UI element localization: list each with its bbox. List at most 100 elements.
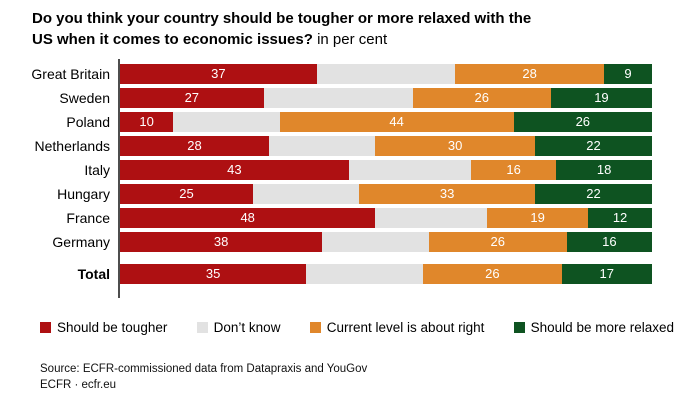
bar-segment [268,136,376,156]
chart-title-question-line2: US when it comes to economic issues? [32,31,313,48]
bar-segment: 16 [566,232,652,252]
chart-title-unit: in per cent [317,31,388,48]
chart-footer: Source: ECFR-commissioned data from Data… [40,361,367,393]
category-label: Sweden [59,90,110,106]
bar-track: 28 30 22 [120,136,652,156]
category-label: Italy [84,162,110,178]
bar-value-label: 19 [530,210,545,225]
bar-segment [322,232,429,252]
chart-row: Poland 10 44 26 [0,112,682,132]
bar-value-label: 28 [522,66,537,81]
bar-segment: 30 [375,136,535,156]
bar-value-label: 35 [205,266,221,281]
bar-segment: 38 [120,232,323,252]
bar-value-label: 16 [506,162,521,177]
bar-segment: 37 [120,64,317,84]
bar-value-label: 33 [439,186,455,201]
chart-title: Do you think your country should be toug… [32,8,662,50]
bar-segment: 26 [513,112,652,132]
bar-segment: 26 [412,88,551,108]
category-label: Netherlands [34,138,111,154]
bar-track: 35 26 17 [120,264,652,284]
bar-value-label: 26 [490,234,505,249]
legend-item: Should be more relaxed [513,320,674,335]
legend-item: Current level is about right [309,320,485,335]
bar-segment: 22 [534,136,652,156]
category-label: Great Britain [31,66,110,82]
bar-segment: 28 [120,136,269,156]
bar-track: 38 26 16 [120,232,652,252]
bar-track: 37 28 9 [120,64,652,84]
bar-value-label: 26 [474,90,489,105]
bar-value-label: 28 [187,138,202,153]
legend-swatch [309,322,321,333]
bar-track: 48 19 12 [120,208,652,228]
bar-value-label: 9 [624,66,632,81]
chart-row: Netherlands 28 30 22 [0,136,682,156]
legend-label: Current level is about right [326,320,485,335]
category-label: France [66,210,110,226]
legend-label: Should be tougher [57,320,168,335]
bar-segment [316,64,456,84]
bar-value-label: 38 [213,234,229,249]
chart-title-question-line1: Do you think your country should be toug… [32,10,532,27]
chart-legend: Should be tougher Don’t know Current level… [40,320,674,335]
bar-value-label: 27 [184,90,200,105]
bar-value-label: 48 [240,210,255,225]
bar-value-label: 26 [485,266,500,281]
bar-segment [348,160,472,180]
bar-track: 10 44 26 [120,112,652,132]
chart-row: Italy 43 16 18 [0,160,682,180]
bar-segment: 22 [534,184,652,204]
bar-value-label: 18 [596,162,612,177]
bar-segment: 43 [120,160,349,180]
bar-segment [173,112,280,132]
bar-segment: 19 [487,208,589,228]
bar-segment: 18 [556,160,652,180]
category-label: Total [77,266,110,282]
chart-rows: Great Britain 37 28 9 Sweden 27 26 19 Poland 10 44… [0,64,682,288]
bar-segment [306,264,424,284]
credit-note: ECFR · ecfr.eu [40,379,117,391]
bar-value-label: 43 [227,162,242,177]
bar-segment: 9 [604,64,652,84]
bar-segment: 12 [588,208,652,228]
bar-value-label: 16 [602,234,617,249]
bar-segment: 48 [120,208,376,228]
legend-label: Don’t know [213,320,281,335]
bar-value-label: 12 [612,210,628,225]
bar-value-label: 26 [575,114,591,129]
chart-row: Sweden 27 26 19 [0,88,682,108]
bar-segment: 26 [423,264,562,284]
bar-segment: 44 [279,112,514,132]
chart-row: Hungary 25 33 22 [0,184,682,204]
category-label: Germany [52,234,110,250]
bar-value-label: 10 [139,114,154,129]
bar-value-label: 44 [389,114,404,129]
chart-row: Total 35 26 17 [0,264,682,284]
bar-value-label: 30 [447,138,463,153]
category-label: Hungary [57,186,110,202]
bar-value-label: 22 [586,138,601,153]
bar-segment: 10 [120,112,174,132]
chart-row: Germany 38 26 16 [0,232,682,252]
legend-label: Should be more relaxed [530,320,674,335]
bar-segment: 35 [120,264,307,284]
bar-segment: 26 [428,232,567,252]
bar-segment [375,208,488,228]
bar-value-label: 25 [179,186,194,201]
legend-swatch [196,322,208,333]
legend-swatch [513,322,525,333]
bar-track: 43 16 18 [120,160,652,180]
bar-value-label: 37 [211,66,226,81]
bar-segment: 19 [550,88,652,108]
legend-swatch [40,322,51,333]
legend-item: Should be tougher [40,320,167,335]
source-note: Source: ECFR-commissioned data from Data… [40,363,368,375]
bar-value-label: 19 [594,90,609,105]
legend-item: Don’t know [196,320,281,335]
chart-row: France 48 19 12 [0,208,682,228]
bar-value-label: 17 [599,266,614,281]
bar-segment: 25 [120,184,253,204]
